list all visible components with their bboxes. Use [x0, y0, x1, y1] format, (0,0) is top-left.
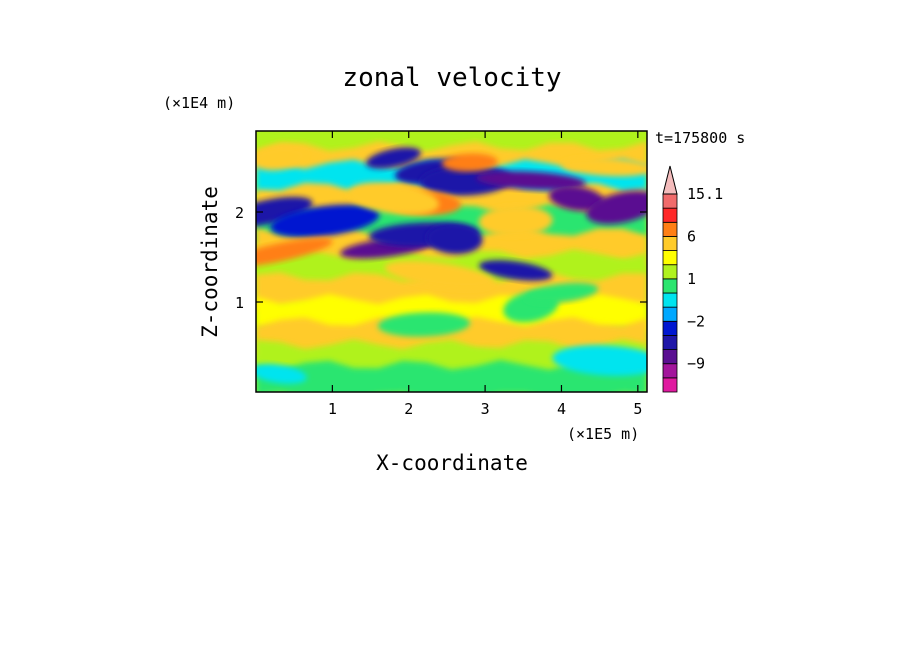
- field-feature: [347, 182, 440, 215]
- field-feature: [478, 205, 553, 237]
- colorbar-tick-label: −2: [687, 312, 705, 330]
- colorbar-tick-label: 15.1: [687, 185, 723, 203]
- field-feature: [478, 260, 553, 281]
- x-axis-label: X-coordinate: [376, 451, 528, 475]
- colorbar-segment: [662, 320, 678, 336]
- x-tick-label: 5: [633, 400, 642, 418]
- field-feature: [256, 238, 333, 267]
- x-unit-label: (×1E5 m): [567, 425, 639, 443]
- colorbar-tick-label: 6: [687, 227, 696, 245]
- field-feature: [561, 157, 647, 177]
- colorbar-segment: [662, 264, 678, 280]
- colorbar-segment: [662, 377, 678, 393]
- y-tick-label: 2: [235, 204, 244, 222]
- plot-frame: [255, 130, 648, 393]
- colorbar-tick-label: −9: [687, 355, 705, 373]
- field-band: [256, 359, 647, 392]
- field-feature: [552, 345, 647, 376]
- x-tick-label: 3: [481, 400, 490, 418]
- x-tick-label: 2: [404, 400, 413, 418]
- colorbar-segment: [662, 363, 678, 379]
- field-feature: [378, 312, 470, 337]
- colorbar-segment: [662, 207, 678, 223]
- x-axis: 1 2 3 4 5: [328, 131, 642, 418]
- field-feature: [256, 196, 313, 228]
- field-feature: [256, 145, 307, 171]
- field-feature: [524, 282, 599, 304]
- y-unit-label: (×1E4 m): [163, 94, 235, 112]
- colorbar-tick-label: 1: [687, 270, 696, 288]
- x-tick-label: 4: [557, 400, 566, 418]
- x-tick-label: 1: [328, 400, 337, 418]
- colorbar-segment: [662, 292, 678, 308]
- field-feature: [475, 171, 586, 190]
- velocity-field: [256, 131, 647, 392]
- y-tick-label: 1: [235, 294, 244, 312]
- y-axis: 12: [235, 204, 647, 312]
- field-feature: [548, 185, 605, 212]
- field-feature: [256, 364, 307, 384]
- colorbar-segment: [662, 349, 678, 365]
- field-feature: [426, 223, 483, 255]
- time-label: t=175800 s: [655, 129, 745, 147]
- colorbar-segment: [662, 335, 678, 350]
- colorbar-extend-arrow: [662, 165, 678, 195]
- colorbar-segment: [662, 236, 678, 251]
- colorbar-segment: [662, 278, 678, 294]
- field-feature: [586, 190, 647, 225]
- field-feature: [366, 147, 421, 169]
- colorbar-segment: [662, 250, 678, 266]
- y-axis-label: Z-coordinate: [198, 186, 222, 338]
- field-feature: [384, 260, 494, 290]
- colorbar-segment: [662, 221, 678, 237]
- colorbar: 15.1 6 1 −2 −9: [662, 165, 723, 393]
- chart-title: zonal velocity: [342, 63, 561, 93]
- colorbar-segment: [662, 306, 678, 322]
- colorbar-segment: [662, 193, 678, 209]
- field-feature: [270, 204, 380, 238]
- field-feature: [441, 153, 498, 172]
